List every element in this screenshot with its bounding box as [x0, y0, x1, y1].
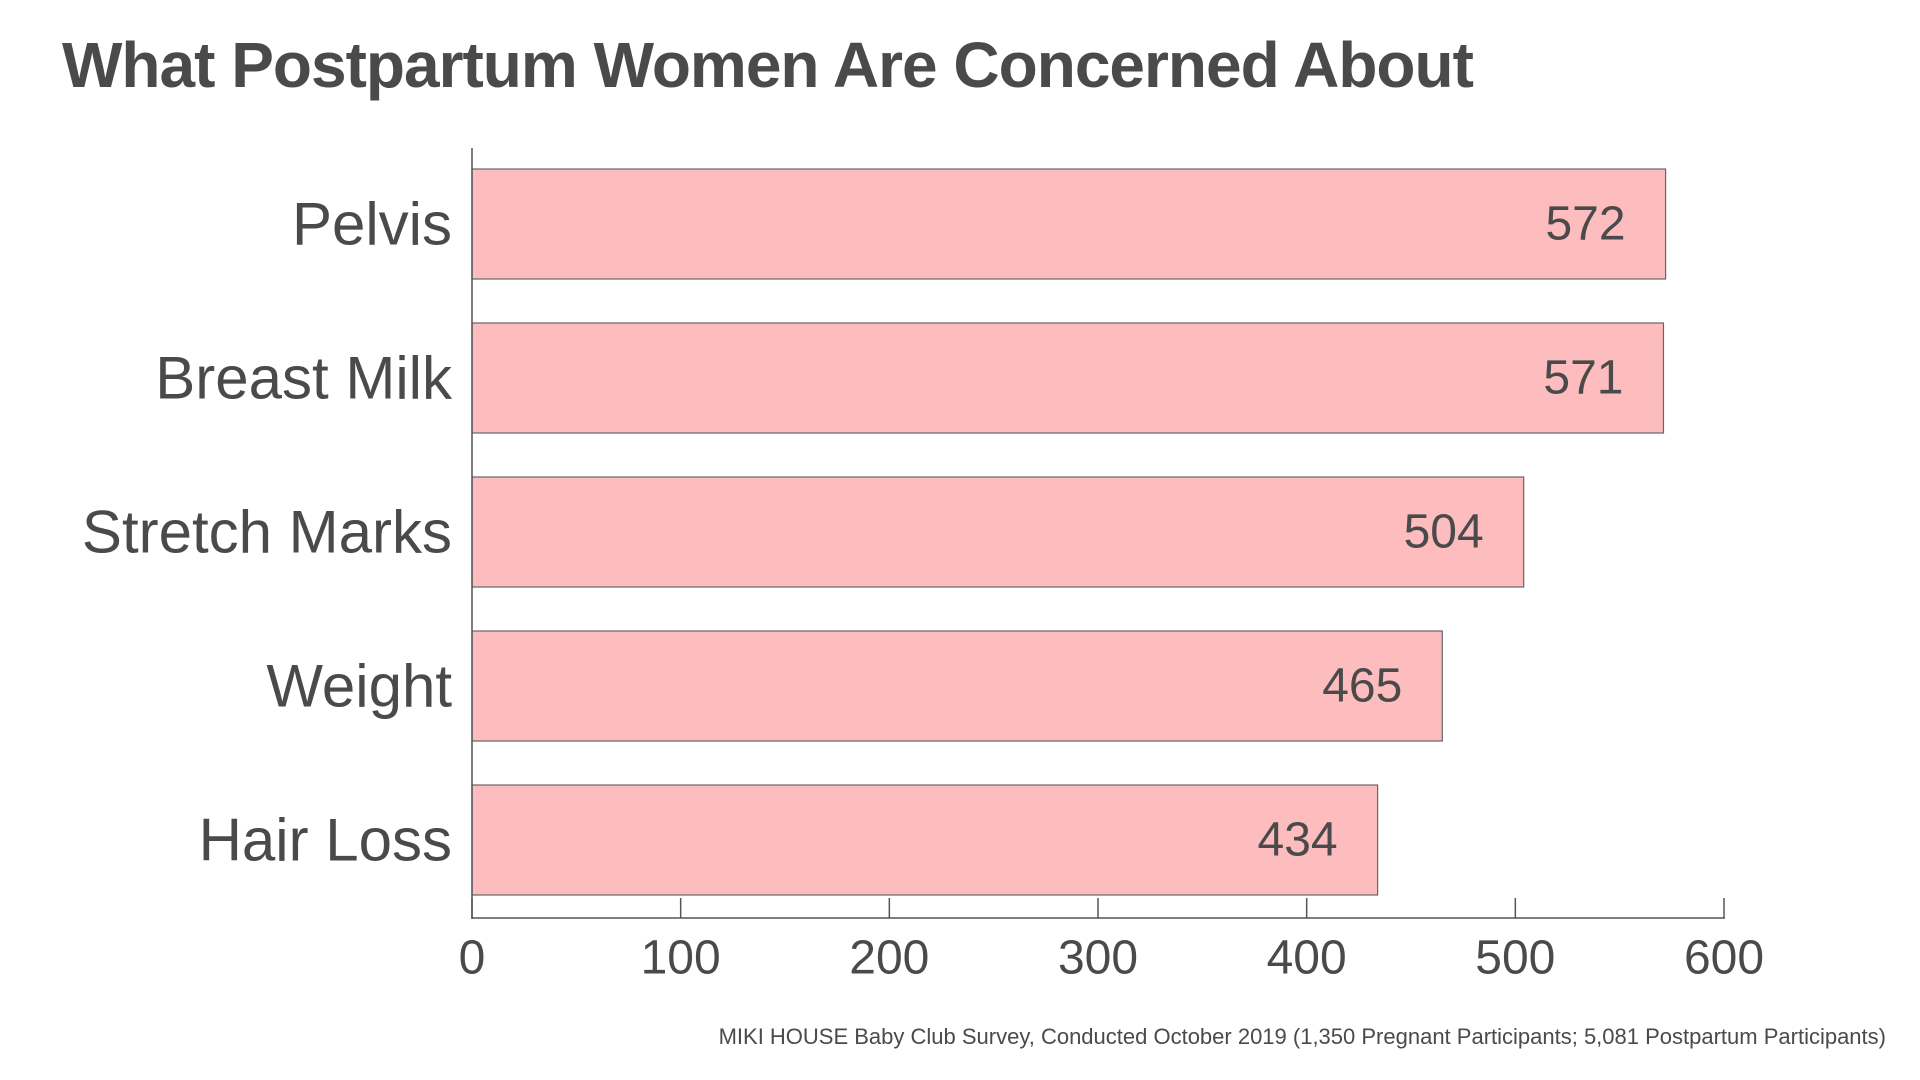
bar-2	[471, 476, 1525, 588]
bar-value-label-4: 434	[1258, 814, 1338, 867]
category-label-1: Breast Milk	[155, 345, 453, 412]
x-tick-label-6: 600	[1684, 932, 1764, 985]
category-label-2: Stretch Marks	[82, 499, 452, 566]
bar-value-label-2: 504	[1404, 506, 1484, 559]
category-label-4: Hair Loss	[199, 807, 452, 874]
bar-value-label-0: 572	[1545, 198, 1625, 251]
bars-layer	[471, 168, 1667, 896]
bar-1	[471, 322, 1665, 434]
source-note: MIKI HOUSE Baby Club Survey, Conducted O…	[718, 1024, 1886, 1049]
chart-title: What Postpartum Women Are Concerned Abou…	[62, 29, 1474, 101]
x-tick-label-5: 500	[1475, 932, 1555, 985]
bar-value-label-1: 571	[1543, 352, 1623, 405]
bar-0	[471, 168, 1667, 280]
bar-3	[471, 630, 1443, 742]
x-tick-label-1: 100	[641, 932, 721, 985]
category-label-0: Pelvis	[292, 191, 452, 258]
axes-layer	[471, 148, 1725, 919]
x-tick-label-0: 0	[459, 932, 486, 985]
x-tick-label-2: 200	[849, 932, 929, 985]
bar-4	[471, 784, 1379, 896]
bar-value-label-3: 465	[1322, 660, 1402, 713]
labels-layer: 572 Pelvis 571 Breast Milk 504 Stretch Marks 4…	[82, 191, 1764, 985]
x-tick-label-3: 300	[1058, 932, 1138, 985]
category-label-3: Weight	[266, 653, 452, 720]
x-tick-label-4: 400	[1267, 932, 1347, 985]
